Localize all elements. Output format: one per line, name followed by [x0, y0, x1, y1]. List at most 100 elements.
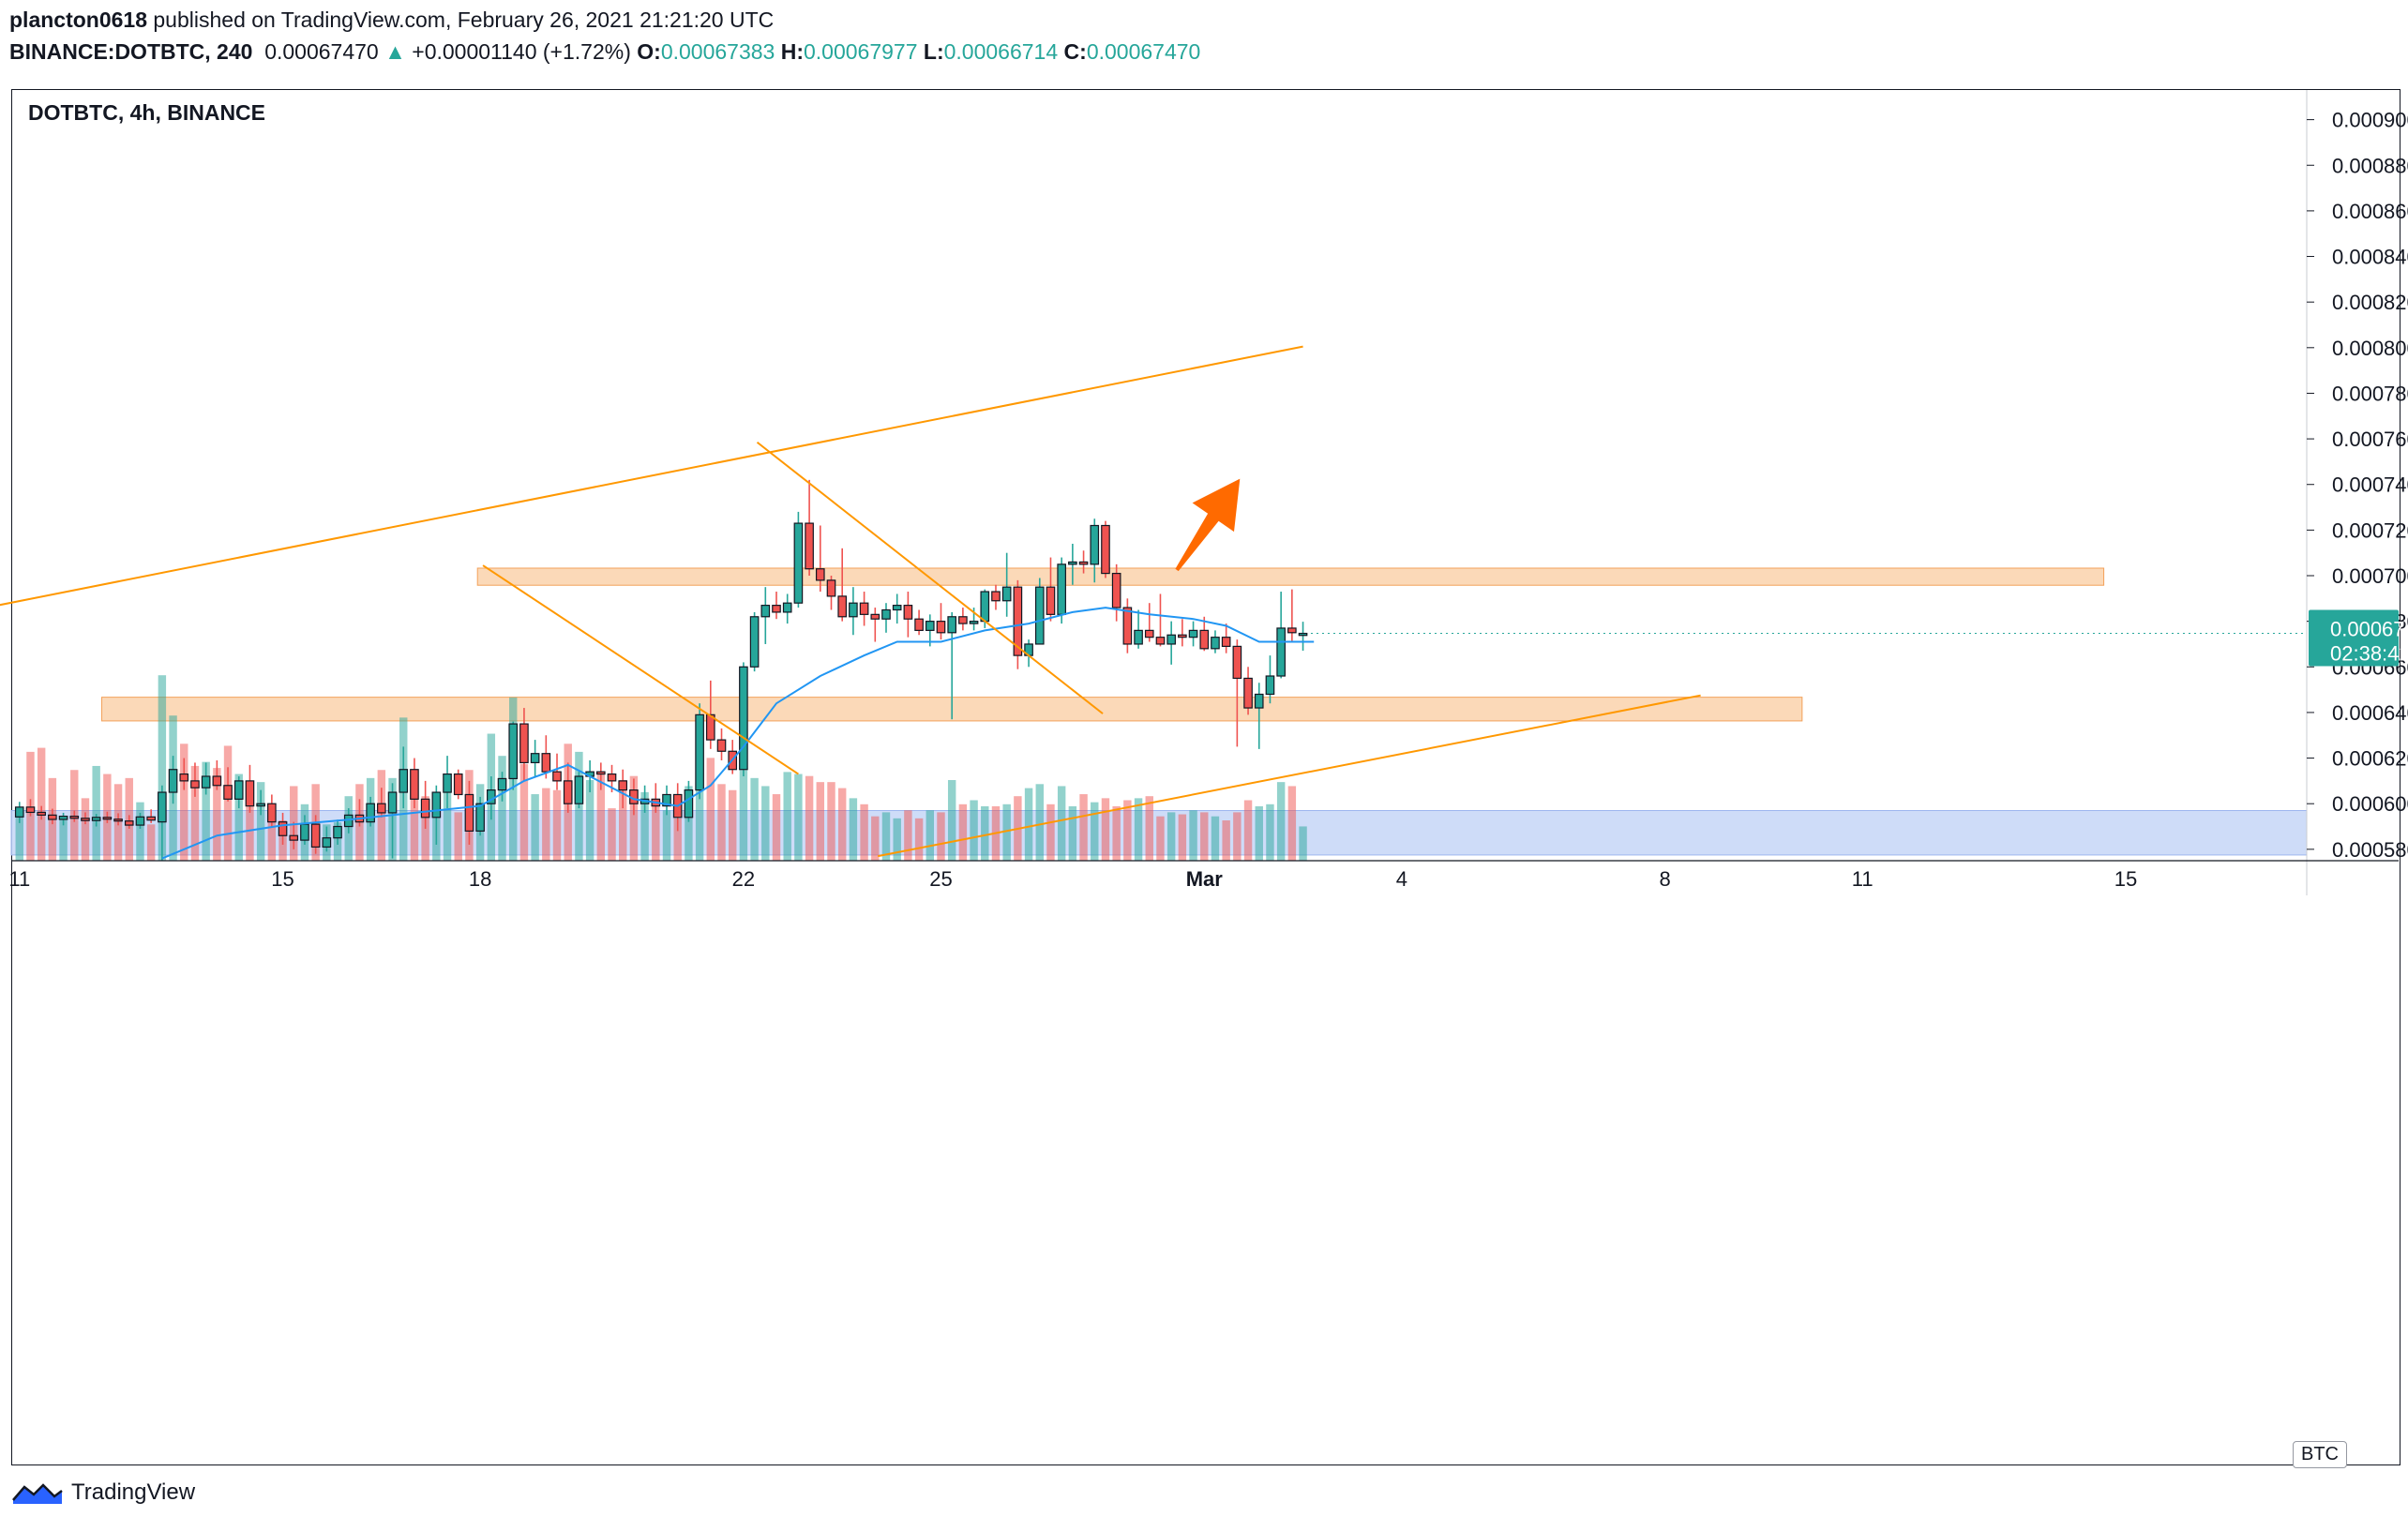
volume-bar — [1046, 804, 1055, 861]
published-text: published on TradingView.com, February 2… — [153, 8, 775, 32]
volume-bar — [1178, 814, 1187, 861]
candle-body — [849, 602, 858, 618]
candle — [256, 789, 265, 816]
candle — [596, 762, 606, 790]
candle — [431, 785, 442, 845]
volume-bar — [695, 768, 704, 861]
candle — [1078, 550, 1089, 574]
candle-body — [102, 817, 113, 820]
candle — [662, 785, 671, 816]
volume-bar — [443, 786, 452, 861]
candle-body — [1188, 629, 1198, 638]
candle — [464, 780, 474, 845]
candle — [1254, 683, 1264, 749]
chart-legend: DOTBTC, 4h, BINANCE — [28, 100, 265, 125]
candle-body — [530, 753, 540, 764]
candle — [1001, 552, 1012, 617]
up-arrow-icon — [1175, 478, 1241, 572]
candle — [497, 772, 507, 802]
candle-body — [420, 798, 430, 819]
candle — [530, 740, 540, 777]
volume-bar — [1057, 786, 1066, 861]
candle-body — [716, 739, 727, 752]
candle-body — [826, 579, 836, 597]
volume-bar — [1123, 800, 1132, 861]
candle — [793, 511, 804, 608]
volume-bar — [893, 818, 901, 861]
candle-body — [256, 803, 265, 807]
trendline-2 — [482, 564, 799, 775]
volume-bar — [1211, 816, 1220, 861]
candle — [1287, 589, 1297, 642]
trendline-3 — [756, 441, 1104, 714]
currency-badge[interactable]: BTC — [2293, 1441, 2347, 1468]
candle-body — [399, 769, 409, 793]
volume-bar — [498, 756, 506, 861]
candle — [1199, 616, 1210, 652]
candle-body — [958, 616, 968, 624]
close-label: C: — [1063, 39, 1087, 64]
volume-bar — [202, 761, 210, 861]
candle-body — [793, 522, 804, 604]
candle-body — [1101, 524, 1110, 575]
candle-body — [158, 791, 167, 823]
candle — [14, 802, 24, 823]
candle — [201, 762, 211, 795]
volume-bar — [608, 808, 616, 861]
candle-body — [310, 823, 321, 849]
candle-body — [333, 825, 342, 839]
volume-bar — [783, 772, 791, 861]
moving-average-layer — [161, 607, 1315, 860]
candle-body — [366, 803, 375, 823]
volume-bar — [1287, 786, 1297, 861]
x-tick-label: 15 — [2115, 867, 2137, 891]
candle-body — [969, 621, 979, 624]
volume-bar — [37, 747, 46, 861]
y-tick-label: 0.00084000 — [2332, 246, 2408, 269]
candle — [69, 810, 80, 822]
volume-bar — [761, 786, 770, 861]
candle — [903, 592, 913, 638]
volume-bar — [410, 772, 419, 861]
candle-body — [1034, 586, 1045, 645]
volume-bar — [531, 794, 539, 861]
candle — [947, 611, 956, 720]
volume-bar — [619, 780, 627, 861]
footer-brand[interactable]: TradingView — [11, 1479, 195, 1506]
low-label: L: — [923, 39, 944, 64]
candle — [1276, 592, 1286, 679]
author-name[interactable]: plancton0618 — [9, 8, 147, 32]
candle — [991, 584, 1001, 610]
volume-bar — [542, 788, 550, 861]
volume-bar — [1091, 802, 1099, 861]
volume-bar — [1002, 804, 1011, 861]
candle — [410, 758, 419, 809]
candle — [168, 756, 178, 804]
y-tick-label: 0.00086000 — [2332, 200, 2408, 223]
volume-bar — [937, 812, 945, 861]
y-tick-label: 0.00078000 — [2332, 382, 2408, 405]
candle — [574, 772, 584, 809]
y-tick-label: 0.00090000 — [2332, 109, 2408, 132]
candle-body — [245, 780, 255, 807]
low-value: 0.00066714 — [943, 39, 1059, 64]
candle — [739, 662, 748, 777]
candle-body — [552, 771, 562, 782]
candle-body — [1134, 629, 1143, 645]
up-triangle-icon: ▲ — [384, 39, 406, 64]
candle — [1134, 609, 1143, 649]
candle-body — [705, 713, 715, 741]
candle-body — [1013, 586, 1023, 656]
candle-body — [464, 793, 474, 832]
candle-body — [168, 769, 178, 793]
candle — [267, 794, 277, 827]
volume-bar — [772, 794, 781, 861]
candle-body — [991, 591, 1001, 602]
volume-bar — [739, 770, 748, 861]
open-label: O: — [637, 39, 661, 64]
candle — [519, 708, 529, 781]
candle — [1265, 655, 1275, 704]
candle-body — [859, 602, 869, 615]
volume-bar — [881, 812, 891, 861]
